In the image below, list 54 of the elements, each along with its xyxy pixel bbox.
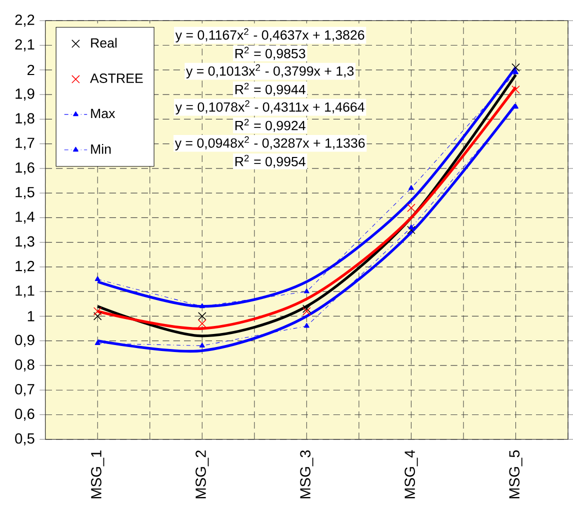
y-tick-label: 1,7 [16, 138, 34, 150]
point [304, 288, 310, 294]
x-tick-label: MSG_5 [509, 450, 522, 498]
y-tick-label: 0,8 [15, 359, 34, 372]
point [199, 342, 205, 348]
point [512, 63, 520, 72]
point [304, 322, 310, 328]
legend-label: Max [91, 108, 116, 118]
y-tick-label: 0,9 [15, 334, 34, 347]
point [408, 224, 414, 230]
y-tick-label: 1,4 [16, 212, 34, 224]
legend-label: Real [91, 38, 117, 48]
legend-label: ASTREE [90, 74, 143, 83]
y-tick-label: 2,2 [15, 14, 34, 27]
point [407, 226, 416, 234]
point [408, 185, 414, 190]
x-tick-label: MSG_4 [404, 450, 418, 498]
point [93, 307, 102, 316]
y-tick-label: 1 [28, 311, 34, 322]
annotation: y = 0,1013x$^{2}$ - 0,3799x + 1,3 [186, 64, 354, 78]
x-tick-label: MSG_2 [196, 450, 209, 498]
point [302, 307, 311, 316]
annotation: R$^{2}$ = 0,9954 [235, 154, 306, 168]
legend-label: Min [91, 144, 111, 154]
y-tick-label: 2,1 [15, 39, 34, 52]
annotation: y = 0,1167x$^{2}$ - 0,4637x + 1,3826 [175, 28, 364, 42]
annotation: R$^{2}$ = 0,9924 [235, 118, 306, 132]
x-tick-label: MSG_1 [91, 450, 104, 498]
point [512, 85, 520, 94]
point [513, 69, 518, 74]
y-tick-label: 0,5 [15, 433, 34, 446]
point [199, 303, 205, 308]
annotation: y = 0,1078x$^{2}$ - 0,4311x + 1,4664 [175, 100, 364, 114]
y-tick-label: 1,2 [16, 260, 34, 274]
point [94, 276, 100, 281]
annotation: R$^{2}$ = 0,9853 [235, 46, 306, 60]
y-tick-label: 0,7 [15, 384, 34, 396]
point [94, 340, 100, 346]
point [93, 312, 102, 320]
y-tick-label: 1,3 [16, 236, 34, 248]
y-tick-label: 1,1 [16, 286, 34, 298]
y-tick-label: 2 [28, 64, 34, 76]
y-tick-label: 1,5 [16, 187, 34, 200]
point [407, 204, 416, 212]
x-tick-label: MSG_3 [300, 450, 314, 498]
point [302, 304, 311, 313]
y-tick-label: 1,8 [16, 113, 34, 126]
annotation: y = 0,0948x$^{2}$ - 0,3287x + 1,1336 [174, 136, 365, 150]
annotation: R$^{2}$ = 0,9944 [235, 82, 306, 96]
y-tick-label: 0,6 [15, 408, 34, 421]
point [198, 312, 206, 320]
y-tick-label: 1,6 [16, 162, 34, 174]
point [198, 319, 206, 328]
y-tick-label: 1,9 [16, 88, 34, 101]
